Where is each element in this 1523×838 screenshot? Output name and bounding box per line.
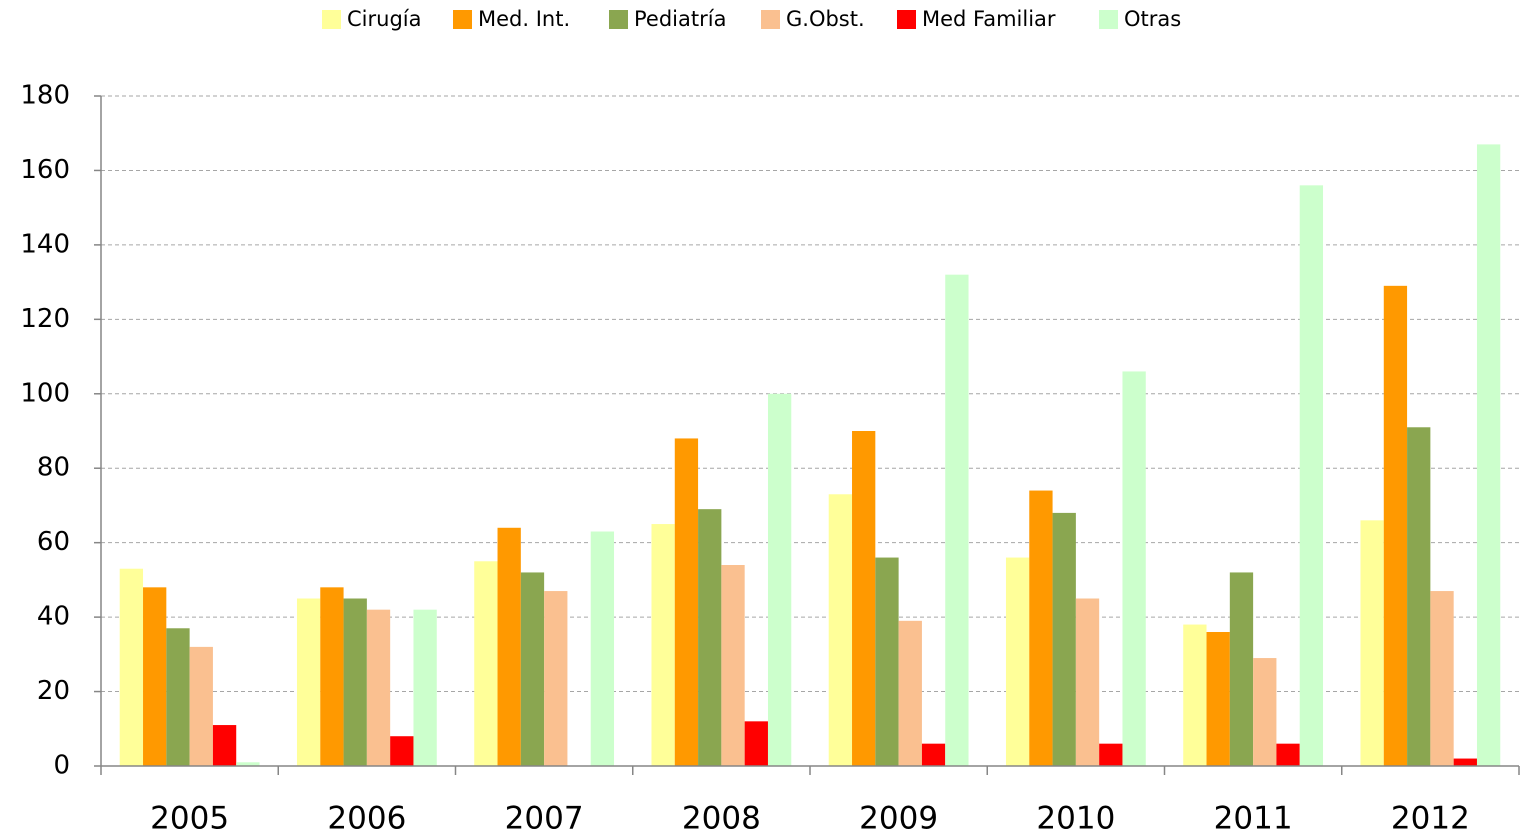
bar	[320, 587, 344, 766]
bar	[1052, 512, 1076, 766]
y-tick-label: 20	[37, 676, 70, 706]
y-tick-label: 180	[20, 81, 70, 111]
y-tick-label: 80	[37, 453, 70, 483]
legend-swatch	[1099, 10, 1118, 29]
bar	[1430, 591, 1454, 766]
x-tick-label: 2010	[1036, 801, 1115, 837]
bar	[1299, 185, 1324, 767]
legend-swatch	[322, 10, 341, 29]
legend-label: Med Familiar	[922, 7, 1056, 31]
bar	[166, 628, 190, 766]
legend-label: Otras	[1124, 7, 1181, 31]
x-tick-label: 2011	[1214, 801, 1293, 837]
bar	[1276, 743, 1300, 766]
bar	[236, 762, 260, 766]
y-tick-label: 100	[20, 378, 70, 408]
y-tick-label: 40	[37, 602, 70, 632]
bar	[520, 572, 545, 766]
legend-swatch	[453, 10, 472, 29]
y-tick-label: 0	[53, 751, 70, 781]
bar	[1407, 427, 1431, 766]
legend-swatch	[761, 10, 780, 29]
bar	[590, 531, 615, 766]
bar	[1099, 743, 1123, 766]
bar	[366, 609, 391, 766]
bar	[343, 598, 367, 766]
bar	[921, 743, 946, 766]
bar	[189, 646, 213, 766]
bar	[544, 591, 568, 766]
bar	[143, 587, 167, 766]
bar	[212, 725, 237, 766]
bar	[698, 509, 722, 766]
x-tick-label: 2012	[1391, 801, 1470, 837]
bar	[1476, 144, 1501, 766]
bar	[1075, 598, 1100, 766]
x-tick-label: 2006	[327, 801, 406, 837]
bar	[1229, 572, 1254, 766]
bar	[828, 494, 853, 766]
bar	[119, 568, 144, 766]
legend-swatch	[897, 10, 916, 29]
legend-label: Med. Int.	[478, 7, 570, 31]
bar	[1360, 520, 1384, 766]
bar	[1253, 658, 1277, 766]
bar	[1453, 758, 1477, 766]
legend-label: Cirugía	[347, 7, 421, 31]
x-tick-label: 2007	[505, 801, 584, 837]
bar	[651, 524, 675, 766]
bar	[852, 431, 876, 766]
legend-label: G.Obst.	[786, 7, 865, 31]
x-tick-label: 2009	[859, 801, 938, 837]
bar	[1383, 285, 1408, 766]
bar	[1122, 371, 1146, 766]
bar	[1206, 632, 1230, 766]
bar	[474, 561, 498, 766]
x-tick-label: 2005	[150, 801, 229, 837]
bar	[721, 565, 745, 766]
x-tick-label: 2008	[682, 801, 761, 837]
bar	[1183, 624, 1207, 766]
bar	[674, 438, 699, 766]
y-tick-label: 60	[37, 527, 70, 557]
y-tick-label: 120	[20, 304, 70, 334]
bar	[413, 609, 437, 766]
y-tick-label: 160	[20, 155, 70, 185]
bar	[1005, 557, 1030, 766]
bar	[390, 736, 414, 766]
bar	[497, 527, 521, 766]
legend-label: Pediatría	[634, 7, 726, 31]
y-tick-label: 140	[20, 229, 70, 259]
legend-swatch	[609, 10, 628, 29]
bar	[898, 620, 922, 766]
bar	[875, 557, 899, 766]
bar	[1029, 490, 1053, 766]
bar	[945, 274, 969, 766]
bar	[296, 598, 321, 766]
bar	[767, 393, 792, 766]
bar	[744, 721, 768, 766]
